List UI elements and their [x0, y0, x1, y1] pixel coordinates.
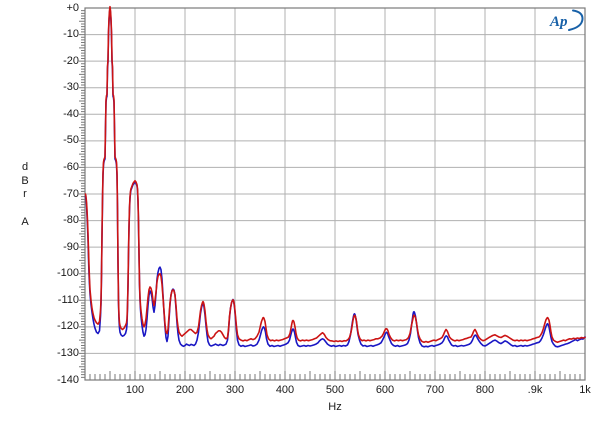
x-tick-label: 800 [475, 384, 495, 396]
y-tick-label: -140 [56, 373, 79, 386]
y-tick-label: -30 [63, 81, 79, 94]
trace-channel-label: A [21, 216, 29, 228]
x-tick-label: 100 [125, 384, 145, 396]
x-axis-unit-label: Hz [328, 401, 342, 413]
minor-ticks [79, 10, 581, 380]
x-tick-label: .9k [527, 384, 543, 396]
x-tick-label: 200 [175, 384, 195, 396]
y-tick-label: -20 [63, 54, 79, 67]
x-tick-label: 600 [375, 384, 395, 396]
y-axis-unit-line: B [21, 174, 29, 187]
y-axis-unit-line: r [23, 188, 27, 200]
y-tick-label: +0 [66, 1, 79, 14]
trace-blue [84, 8, 586, 348]
x-tick-label: 700 [425, 384, 445, 396]
audio-precision-logo-icon: Ap [549, 9, 584, 31]
logo-text: Ap [549, 14, 568, 30]
y-tick-label: -60 [63, 160, 79, 173]
y-tick-label: -50 [63, 134, 79, 147]
y-axis-unit-line: d [21, 161, 29, 173]
x-tick-label: 400 [275, 384, 295, 396]
y-tick-label: -110 [57, 293, 79, 306]
grid-lines [85, 8, 585, 380]
y-axis-unit-label: d B r [8, 161, 42, 202]
y-tick-label: -90 [63, 240, 79, 253]
y-tick-label: -120 [56, 320, 79, 333]
trace-red [84, 5, 586, 344]
x-tick-label: 300 [225, 384, 245, 396]
y-tick-label: -70 [63, 187, 79, 200]
logo-swoosh [568, 9, 584, 31]
y-tick-label: -10 [63, 28, 79, 41]
y-tick-label: -130 [56, 346, 79, 359]
y-tick-label: -40 [63, 107, 79, 120]
x-tick-label: 1k [579, 384, 591, 396]
x-tick-label: 500 [325, 384, 345, 396]
y-tick-label: -100 [56, 267, 79, 280]
y-tick-label: -80 [63, 214, 79, 227]
